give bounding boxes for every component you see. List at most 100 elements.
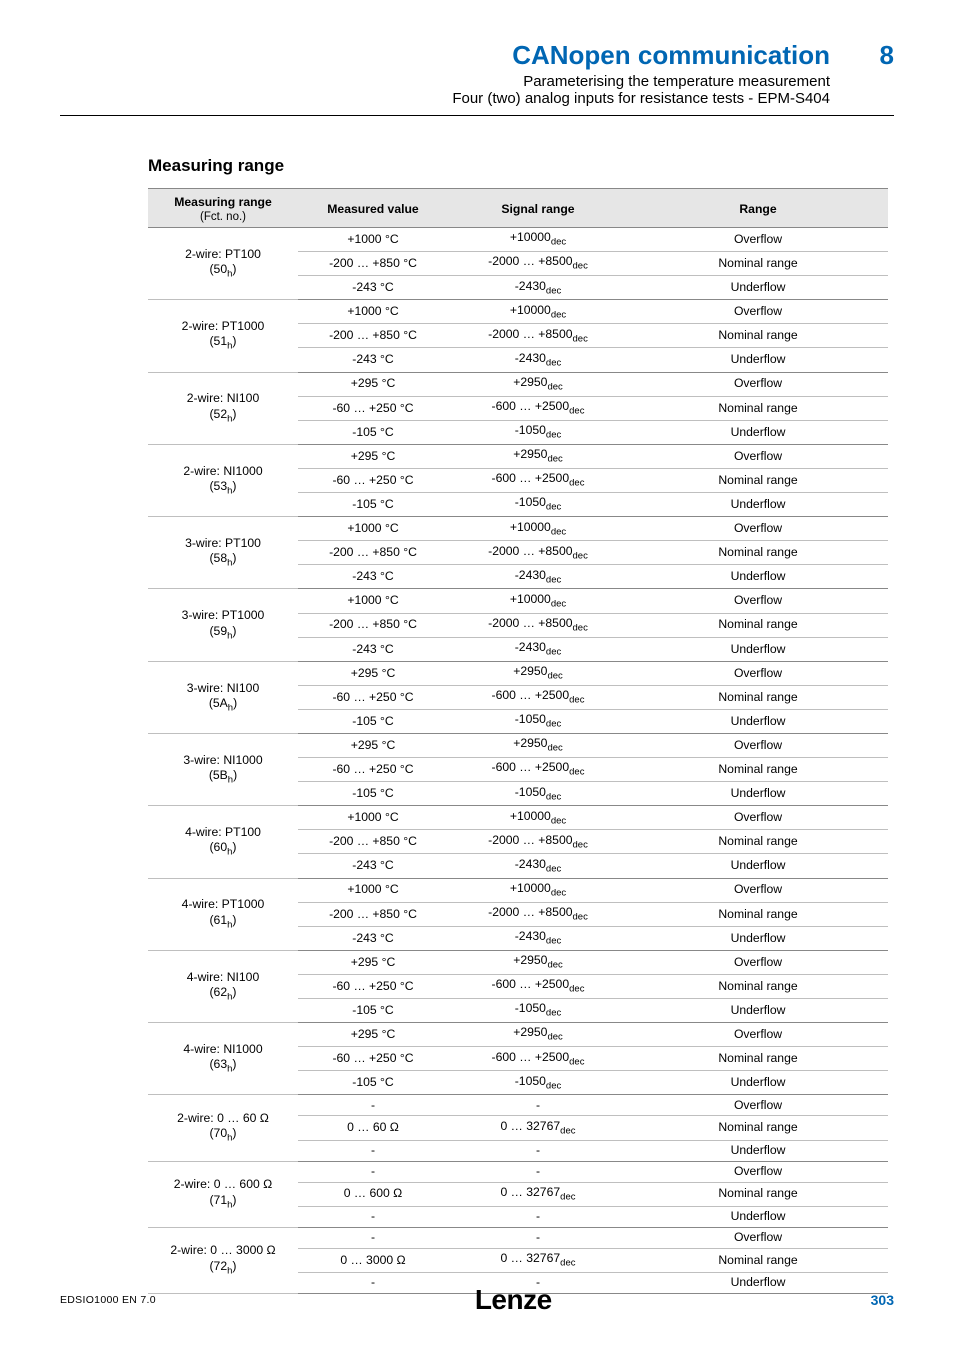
measured-value: +1000 °C	[298, 806, 448, 830]
group-label: 2-wire: NI1000(53h)	[148, 444, 298, 516]
table-header-row: Measuring range (Fct. no.) Measured valu…	[148, 189, 888, 228]
measured-value: +295 °C	[298, 733, 448, 757]
signal-range: +2950dec	[448, 661, 628, 685]
range-status: Underflow	[628, 709, 888, 733]
measured-value: -	[298, 1161, 448, 1182]
signal-range: +2950dec	[448, 950, 628, 974]
signal-range: +10000dec	[448, 300, 628, 324]
measured-value: -200 … +850 °C	[298, 252, 448, 276]
range-status: Underflow	[628, 999, 888, 1023]
footer-doc-code: EDSIO1000 EN 7.0	[60, 1294, 156, 1306]
measured-value: -105 °C	[298, 493, 448, 517]
measured-value: -60 … +250 °C	[298, 758, 448, 782]
page-header: CANopen communication 8 Parameterising t…	[60, 40, 894, 107]
table-row: 3-wire: NI1000(5Bh)+295 °C+2950decOverfl…	[148, 733, 888, 757]
group-label: 3-wire: NI100(5Ah)	[148, 661, 298, 733]
measured-value: 0 … 600 Ω	[298, 1182, 448, 1206]
signal-range: 0 … 32767dec	[448, 1182, 628, 1206]
group-label: 4-wire: PT100(60h)	[148, 806, 298, 878]
group-label: 4-wire: PT1000(61h)	[148, 878, 298, 950]
table-row: 4-wire: NI100(62h)+295 °C+2950decOverflo…	[148, 950, 888, 974]
range-status: Overflow	[628, 517, 888, 541]
doc-subtitle-2: Four (two) analog inputs for resistance …	[60, 90, 894, 107]
measured-value: +295 °C	[298, 661, 448, 685]
table-row: 2-wire: NI100(52h)+295 °C+2950decOverflo…	[148, 372, 888, 396]
signal-range: -600 … +2500dec	[448, 974, 628, 998]
signal-range: -600 … +2500dec	[448, 758, 628, 782]
range-status: Underflow	[628, 637, 888, 661]
range-status: Overflow	[628, 661, 888, 685]
measured-value: -	[298, 1227, 448, 1248]
range-status: Overflow	[628, 300, 888, 324]
table-row: 2-wire: 0 … 60 Ω(70h)--Overflow	[148, 1095, 888, 1116]
measured-value: 0 … 60 Ω	[298, 1116, 448, 1140]
signal-range: +10000dec	[448, 517, 628, 541]
range-status: Nominal range	[628, 1047, 888, 1071]
table-row: 3-wire: NI100(5Ah)+295 °C+2950decOverflo…	[148, 661, 888, 685]
measured-value: +1000 °C	[298, 300, 448, 324]
signal-range: -600 … +2500dec	[448, 396, 628, 420]
measured-value: +295 °C	[298, 950, 448, 974]
range-status: Nominal range	[628, 1116, 888, 1140]
group-label: 4-wire: NI100(62h)	[148, 950, 298, 1022]
range-status: Overflow	[628, 878, 888, 902]
section-title: Measuring range	[148, 156, 894, 176]
table-row: 2-wire: PT100(50h)+1000 °C+10000decOverf…	[148, 228, 888, 252]
brand-logo: Lenze	[475, 1284, 552, 1316]
table-row: 2-wire: 0 … 3000 Ω(72h)--Overflow	[148, 1227, 888, 1248]
range-status: Underflow	[628, 276, 888, 300]
signal-range: -600 … +2500dec	[448, 685, 628, 709]
signal-range: -2430dec	[448, 854, 628, 878]
measured-value: -243 °C	[298, 637, 448, 661]
measured-value: -200 … +850 °C	[298, 324, 448, 348]
table-row: 4-wire: PT1000(61h)+1000 °C+10000decOver…	[148, 878, 888, 902]
range-status: Underflow	[628, 854, 888, 878]
table-row: 2-wire: PT1000(51h)+1000 °C+10000decOver…	[148, 300, 888, 324]
signal-range: +10000dec	[448, 228, 628, 252]
col-range: Range	[628, 189, 888, 228]
group-label: 2-wire: 0 … 600 Ω(71h)	[148, 1161, 298, 1227]
signal-range: +2950dec	[448, 733, 628, 757]
range-status: Nominal range	[628, 685, 888, 709]
range-status: Overflow	[628, 372, 888, 396]
signal-range: -1050dec	[448, 493, 628, 517]
signal-range: -2430dec	[448, 926, 628, 950]
range-status: Nominal range	[628, 1182, 888, 1206]
table-row: 3-wire: PT1000(59h)+1000 °C+10000decOver…	[148, 589, 888, 613]
signal-range: -1050dec	[448, 420, 628, 444]
header-rule	[60, 115, 894, 116]
measured-value: -	[298, 1206, 448, 1227]
range-status: Nominal range	[628, 1248, 888, 1272]
group-label: 2-wire: PT1000(51h)	[148, 300, 298, 372]
measured-value: -60 … +250 °C	[298, 685, 448, 709]
signal-range: -2000 … +8500dec	[448, 830, 628, 854]
range-status: Nominal range	[628, 468, 888, 492]
chapter-number: 8	[870, 40, 894, 71]
table-row: 3-wire: PT100(58h)+1000 °C+10000decOverf…	[148, 517, 888, 541]
measured-value: -105 °C	[298, 782, 448, 806]
group-label: 3-wire: PT1000(59h)	[148, 589, 298, 661]
signal-range: -600 … +2500dec	[448, 1047, 628, 1071]
range-status: Nominal range	[628, 252, 888, 276]
measured-value: +295 °C	[298, 444, 448, 468]
table-row: 4-wire: NI1000(63h)+295 °C+2950decOverfl…	[148, 1023, 888, 1047]
table-row: 2-wire: NI1000(53h)+295 °C+2950decOverfl…	[148, 444, 888, 468]
signal-range: -600 … +2500dec	[448, 468, 628, 492]
signal-range: -2430dec	[448, 565, 628, 589]
measured-value: -243 °C	[298, 854, 448, 878]
range-status: Overflow	[628, 1161, 888, 1182]
measured-value: -	[298, 1095, 448, 1116]
group-label: 3-wire: PT100(58h)	[148, 517, 298, 589]
measured-value: -60 … +250 °C	[298, 396, 448, 420]
signal-range: -1050dec	[448, 709, 628, 733]
measured-value: 0 … 3000 Ω	[298, 1248, 448, 1272]
signal-range: +10000dec	[448, 589, 628, 613]
range-status: Overflow	[628, 950, 888, 974]
measured-value: -243 °C	[298, 565, 448, 589]
range-status: Overflow	[628, 1095, 888, 1116]
signal-range: -2000 … +8500dec	[448, 902, 628, 926]
signal-range: 0 … 32767dec	[448, 1116, 628, 1140]
range-status: Underflow	[628, 565, 888, 589]
range-status: Underflow	[628, 782, 888, 806]
measured-value: +1000 °C	[298, 517, 448, 541]
